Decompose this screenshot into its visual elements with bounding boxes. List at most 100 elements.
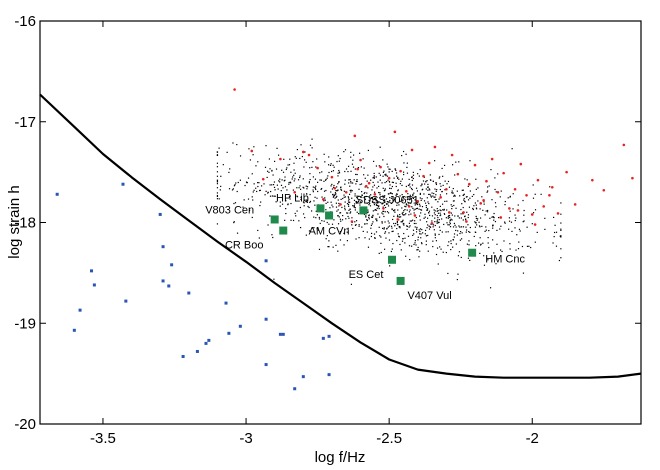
background-point: [319, 172, 321, 174]
background-point: [485, 226, 487, 228]
background-point: [425, 188, 427, 190]
background-point: [433, 192, 435, 195]
background-point: [447, 224, 449, 226]
background-point: [324, 197, 326, 199]
background-point: [446, 209, 448, 211]
background-point: [330, 201, 332, 203]
background-point: [496, 243, 498, 245]
background-point: [465, 218, 467, 220]
background-point: [414, 242, 416, 244]
background-point: [396, 175, 398, 177]
low-frequency-binary-point: [195, 349, 199, 353]
background-point: [379, 174, 382, 176]
background-point: [274, 189, 276, 191]
background-point: [433, 229, 435, 231]
background-point: [414, 226, 416, 228]
background-point: [299, 188, 302, 190]
background-point: [342, 214, 344, 217]
background-point: [284, 186, 287, 188]
background-point: [382, 197, 384, 199]
background-point: [382, 210, 384, 212]
background-point: [444, 213, 446, 215]
background-point: [235, 182, 237, 184]
background-point: [308, 181, 310, 183]
background-point: [361, 191, 363, 193]
background-point: [287, 164, 289, 166]
bright-binary-point: [533, 223, 537, 226]
background-point: [318, 248, 321, 250]
background-point: [479, 217, 482, 219]
bright-binary-point: [399, 169, 402, 173]
background-point: [486, 191, 488, 193]
background-point: [442, 209, 444, 211]
background-point: [337, 215, 339, 217]
background-point: [387, 201, 389, 203]
bright-binary-point: [261, 177, 265, 181]
background-point: [560, 248, 562, 250]
background-point: [427, 201, 429, 203]
background-point: [378, 191, 380, 194]
background-point: [295, 157, 297, 159]
background-point: [436, 208, 438, 210]
background-point: [312, 176, 314, 178]
background-point: [369, 202, 371, 205]
low-frequency-binary-point: [161, 279, 165, 283]
background-point: [352, 159, 354, 161]
background-point: [338, 172, 341, 174]
background-point: [511, 230, 513, 233]
bright-binary-point: [482, 199, 485, 202]
background-point: [280, 190, 282, 192]
background-point: [350, 151, 352, 153]
bright-binary-point: [316, 166, 319, 170]
background-point: [268, 158, 270, 160]
background-point: [320, 188, 322, 190]
bright-binary-point: [330, 175, 334, 179]
background-point: [494, 202, 497, 204]
background-point: [371, 216, 373, 218]
background-point: [492, 227, 494, 229]
background-point: [257, 229, 259, 232]
background-point: [255, 165, 257, 167]
bright-binary-point: [602, 188, 606, 192]
background-point: [475, 222, 477, 224]
background-point: [371, 223, 373, 225]
background-point: [467, 214, 470, 216]
background-point: [553, 231, 556, 234]
background-point: [375, 204, 378, 206]
background-point: [383, 204, 386, 206]
background-point: [347, 197, 350, 199]
background-point: [441, 190, 443, 193]
background-point: [412, 193, 414, 196]
background-point: [336, 210, 338, 212]
background-point: [408, 184, 410, 186]
background-point: [431, 215, 434, 217]
background-point: [384, 206, 387, 209]
background-point: [419, 168, 421, 171]
background-point: [383, 190, 386, 192]
background-point: [378, 205, 380, 207]
background-point: [336, 190, 338, 192]
background-point: [512, 208, 514, 210]
background-point: [233, 221, 235, 224]
x-tick-label: -3.5: [90, 430, 116, 447]
background-point: [345, 168, 348, 170]
background-point: [218, 198, 220, 200]
background-point: [253, 189, 255, 191]
background-point: [475, 207, 478, 209]
background-point: [321, 220, 323, 222]
background-point: [216, 181, 219, 183]
x-tick-label: -3: [239, 430, 252, 447]
background-point: [377, 181, 379, 183]
background-point: [216, 180, 219, 182]
background-point: [390, 187, 392, 190]
background-point: [357, 166, 360, 169]
background-point: [381, 222, 383, 224]
background-point: [387, 179, 389, 181]
background-point: [452, 246, 454, 248]
background-point: [279, 178, 281, 180]
background-point: [386, 163, 388, 165]
background-point: [340, 188, 342, 191]
background-point: [492, 225, 494, 227]
background-point: [436, 220, 438, 223]
background-point: [219, 189, 221, 191]
